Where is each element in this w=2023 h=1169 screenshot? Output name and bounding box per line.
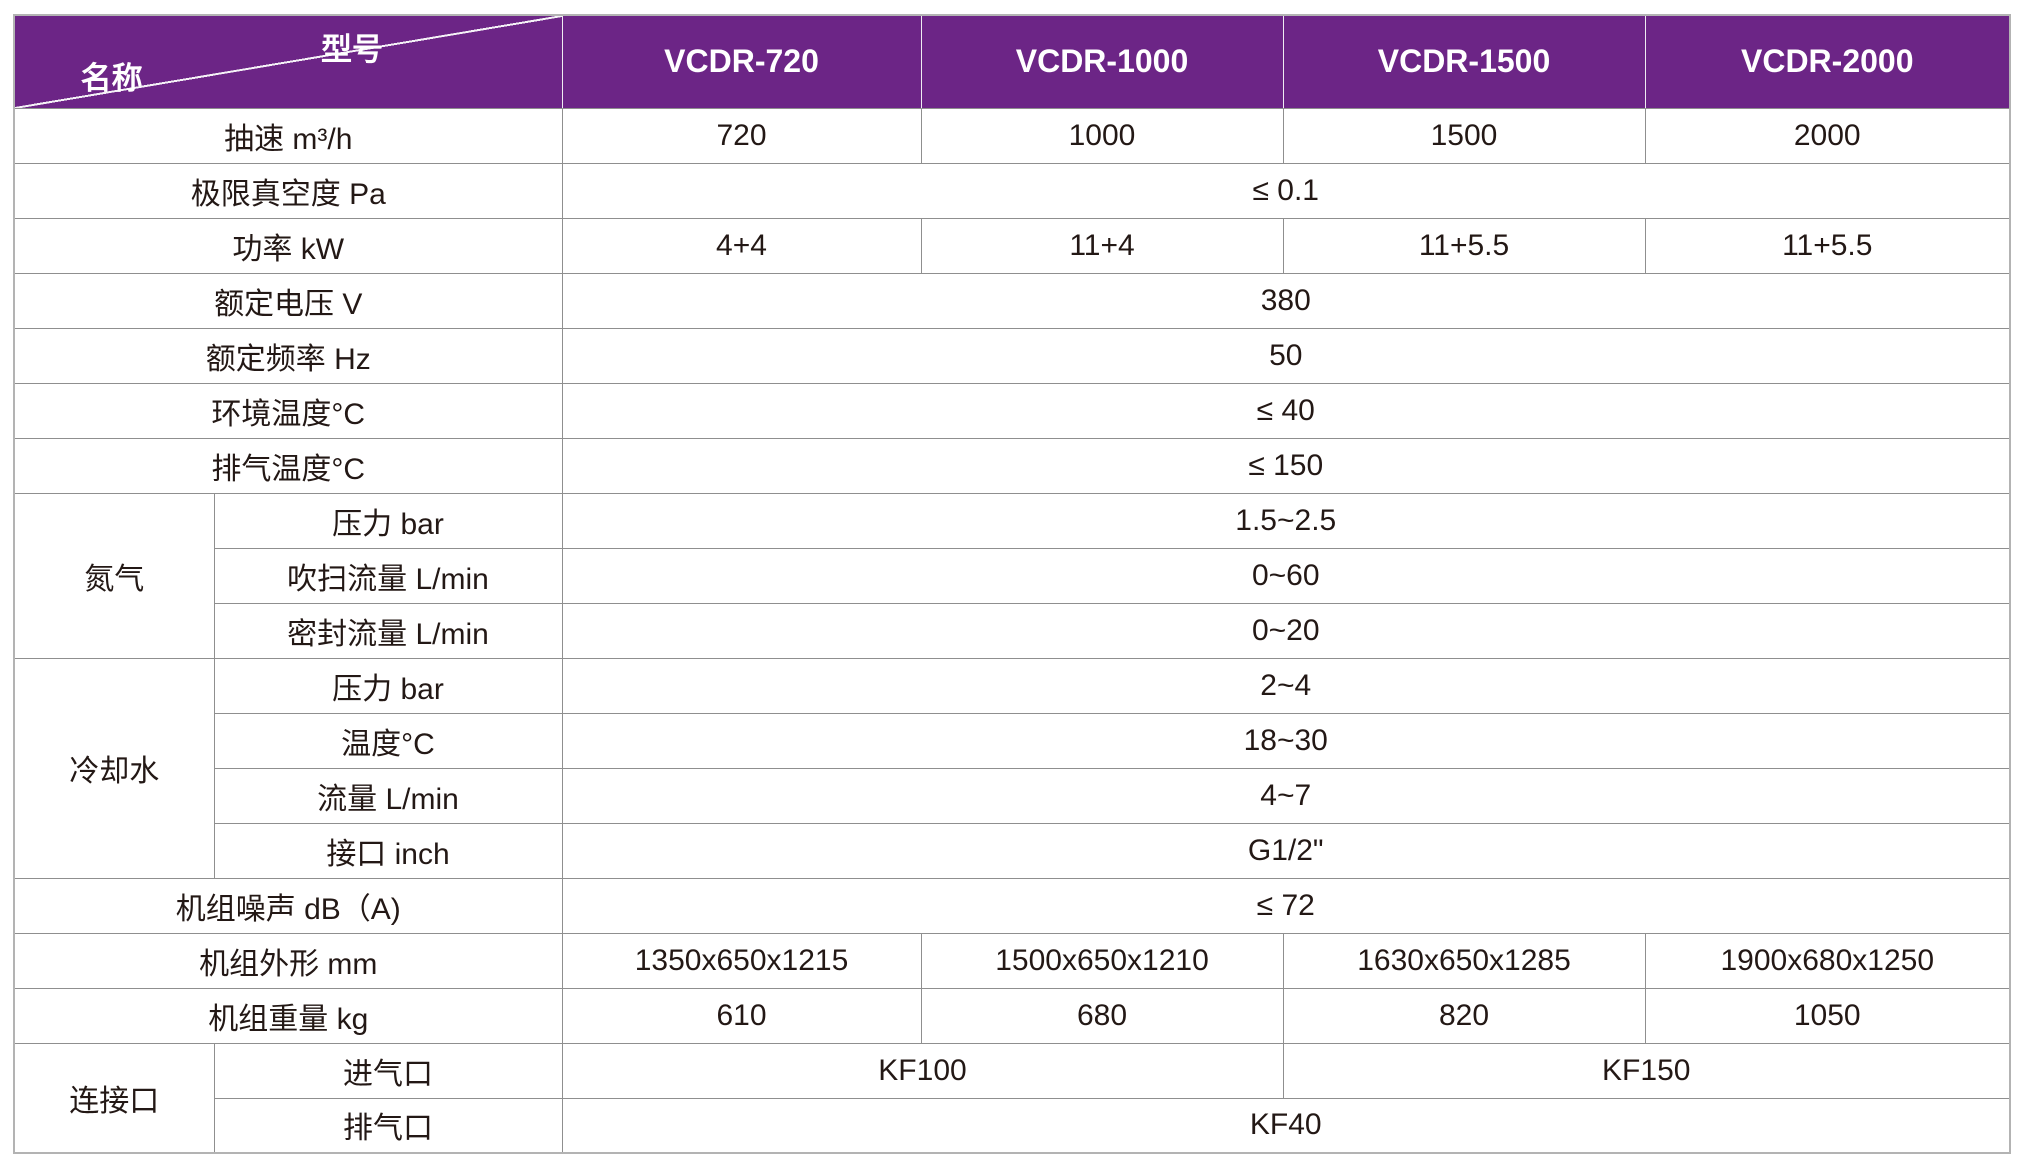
row-label: 功率 kW: [13, 217, 563, 274]
cell-value: 11+5.5: [1644, 217, 2011, 274]
cell-value: 1500x650x1210: [920, 932, 1284, 989]
row-rated-frequency: 额定频率 Hz 50: [13, 327, 2011, 384]
row-label: 机组噪声 dB（A): [13, 877, 563, 934]
cell-value-span: ≤ 150: [561, 437, 2011, 494]
cell-value-span: 2~4: [561, 657, 2011, 714]
cell-value-span: 380: [561, 272, 2011, 329]
row-power: 功率 kW 4+4 11+4 11+5.5 11+5.5: [13, 217, 2011, 274]
sub-row-label: 排气口: [213, 1097, 563, 1154]
cell-value-span: 18~30: [561, 712, 2011, 769]
cell-value: 1500: [1282, 107, 1646, 164]
column-header-vcdr-1000: VCDR-1000: [920, 14, 1284, 109]
row-weight: 机组重量 kg 610 680 820 1050: [13, 987, 2011, 1044]
row-label: 机组重量 kg: [13, 987, 563, 1044]
cell-value: 720: [561, 107, 922, 164]
spec-table-card: 型号 名称 VCDR-720 VCDR-1000 VCDR-1500 VCDR-…: [13, 14, 2011, 1154]
cell-value-span: 0~20: [561, 602, 2011, 659]
cell-value: 680: [920, 987, 1284, 1044]
cell-value: 820: [1282, 987, 1646, 1044]
corner-name-label: 名称: [80, 60, 143, 96]
cell-value-span: 0~60: [561, 547, 2011, 604]
cell-value-span: G1/2": [561, 822, 2011, 879]
sub-row-label: 压力 bar: [213, 492, 563, 549]
group-label-cooling-water: 冷却水: [13, 657, 215, 879]
row-ambient-temp: 环境温度°C ≤ 40: [13, 382, 2011, 439]
row-label: 额定频率 Hz: [13, 327, 563, 384]
column-header-vcdr-1500: VCDR-1500: [1282, 14, 1646, 109]
row-nitrogen-seal-flow: 密封流量 L/min 0~20: [14, 602, 2011, 659]
row-label: 环境温度°C: [13, 382, 563, 439]
row-label: 排气温度°C: [13, 437, 563, 494]
cell-value-span: 1.5~2.5: [561, 492, 2011, 549]
sub-row-label: 接口 inch: [213, 822, 563, 879]
cell-value: 2000: [1644, 107, 2011, 164]
cell-value-span: 4~7: [561, 767, 2011, 824]
row-noise: 机组噪声 dB（A) ≤ 72: [13, 877, 2011, 934]
row-cooling-port: 接口 inch G1/2": [14, 822, 2011, 879]
column-header-vcdr-720: VCDR-720: [561, 14, 922, 109]
sub-row-label: 进气口: [213, 1042, 563, 1099]
sub-row-label: 密封流量 L/min: [213, 602, 563, 659]
row-pumping-speed: 抽速 m³/h 720 1000 1500 2000: [13, 107, 2011, 164]
cell-value-span: KF100: [561, 1042, 1284, 1099]
row-label: 抽速 m³/h: [13, 107, 563, 164]
sub-row-label: 温度°C: [213, 712, 563, 769]
row-exhaust-temp: 排气温度°C ≤ 150: [13, 437, 2011, 494]
header-row: 型号 名称 VCDR-720 VCDR-1000 VCDR-1500 VCDR-…: [13, 14, 2011, 109]
row-rated-voltage: 额定电压 V 380: [13, 272, 2011, 329]
row-ultimate-vacuum: 极限真空度 Pa ≤ 0.1: [13, 162, 2011, 219]
cell-value: 11+5.5: [1282, 217, 1646, 274]
row-cooling-pressure: 冷却水 压力 bar 2~4: [13, 657, 2011, 879]
cell-value-span: ≤ 40: [561, 382, 2011, 439]
cell-value-span: KF150: [1282, 1042, 2011, 1099]
cell-value: 4+4: [561, 217, 922, 274]
row-cooling-flow: 流量 L/min 4~7: [14, 767, 2011, 824]
column-header-vcdr-2000: VCDR-2000: [1644, 14, 2011, 109]
row-label: 额定电压 V: [13, 272, 563, 329]
sub-row-label: 压力 bar: [213, 657, 563, 714]
row-label: 机组外形 mm: [13, 932, 563, 989]
cell-value: 610: [561, 987, 922, 1044]
cell-value-span: KF40: [561, 1097, 2011, 1154]
row-nitrogen-purge-flow: 吹扫流量 L/min 0~60: [14, 547, 2011, 604]
spec-table: 型号 名称 VCDR-720 VCDR-1000 VCDR-1500 VCDR-…: [13, 14, 2011, 1154]
cell-value: 1050: [1644, 987, 2011, 1044]
group-label-nitrogen: 氮气: [13, 492, 215, 659]
cell-value-span: ≤ 72: [561, 877, 2011, 934]
cell-value: 1350x650x1215: [561, 932, 922, 989]
corner-model-label: 型号: [321, 32, 384, 67]
cell-value: 11+4: [920, 217, 1284, 274]
sub-row-label: 吹扫流量 L/min: [213, 547, 563, 604]
row-label: 极限真空度 Pa: [13, 162, 563, 219]
row-dimensions: 机组外形 mm 1350x650x1215 1500x650x1210 1630…: [13, 932, 2011, 989]
cell-value: 1000: [920, 107, 1284, 164]
cell-value-span: 50: [561, 327, 2011, 384]
row-inlet: 连接口 进气口 KF100 KF150: [13, 1042, 2011, 1154]
row-outlet: 排气口 KF40: [14, 1097, 2011, 1154]
cell-value: 1900x680x1250: [1644, 932, 2011, 989]
sub-row-label: 流量 L/min: [213, 767, 563, 824]
row-nitrogen-pressure: 氮气 压力 bar 1.5~2.5: [13, 492, 2011, 659]
cell-value: 1630x650x1285: [1282, 932, 1646, 989]
cell-value-span: ≤ 0.1: [561, 162, 2011, 219]
corner-header-cell: 型号 名称: [13, 14, 563, 109]
row-cooling-temperature: 温度°C 18~30: [14, 712, 2011, 769]
group-label-connections: 连接口: [13, 1042, 215, 1154]
